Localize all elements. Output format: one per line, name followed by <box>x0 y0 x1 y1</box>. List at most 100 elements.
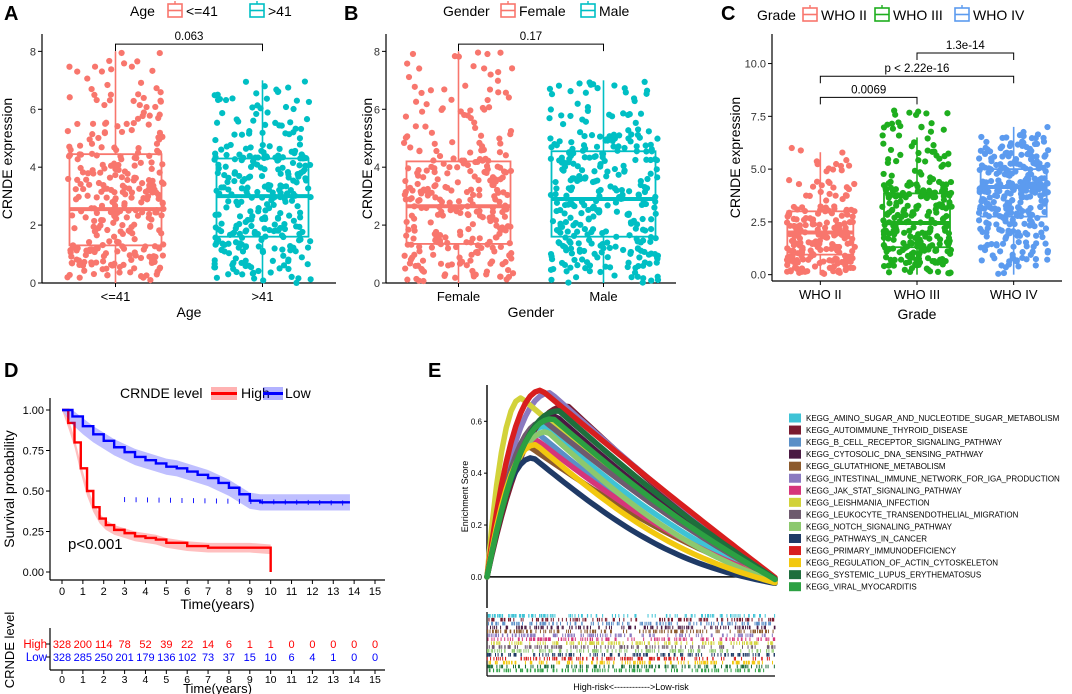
data-point <box>832 192 839 199</box>
data-point <box>926 268 934 275</box>
data-point <box>160 205 167 213</box>
data-point <box>1033 232 1040 239</box>
data-point <box>1015 239 1022 246</box>
data-point <box>146 253 153 260</box>
data-point <box>93 152 100 159</box>
data-point <box>140 246 147 253</box>
data-point <box>635 191 642 198</box>
data-point <box>911 167 919 174</box>
data-point <box>88 85 95 93</box>
data-point <box>1009 254 1016 261</box>
data-point <box>305 185 312 192</box>
data-point <box>977 203 984 210</box>
data-point <box>437 260 445 267</box>
legend-title: Gender <box>443 3 490 19</box>
data-point <box>847 239 854 247</box>
data-point <box>570 150 577 157</box>
data-point <box>1009 160 1016 167</box>
data-point <box>637 110 645 117</box>
data-point <box>1000 269 1008 277</box>
data-point <box>576 246 583 253</box>
data-point <box>242 228 249 235</box>
data-point <box>469 221 476 228</box>
data-point <box>793 216 800 223</box>
data-point <box>643 90 650 97</box>
data-point <box>1037 203 1044 211</box>
data-point <box>842 266 849 273</box>
data-point <box>553 142 560 149</box>
data-point <box>115 239 122 246</box>
data-point <box>1037 192 1044 199</box>
data-point <box>239 178 246 185</box>
data-point <box>251 275 258 282</box>
data-point <box>609 137 616 145</box>
data-point <box>548 276 555 283</box>
data-point <box>64 274 71 281</box>
data-point <box>838 212 845 219</box>
data-point <box>222 96 230 104</box>
risk-table-row-label: High <box>23 639 47 651</box>
data-point <box>555 227 562 235</box>
data-point <box>137 273 145 280</box>
enrichment-curve <box>484 441 778 586</box>
data-point <box>886 209 893 216</box>
risk-table-count: 22 <box>181 639 193 651</box>
data-point <box>578 210 585 217</box>
data-point <box>156 264 164 271</box>
data-point <box>125 227 132 234</box>
data-point <box>97 169 104 176</box>
data-point <box>221 241 228 248</box>
data-point <box>1000 195 1007 202</box>
data-point <box>157 89 164 96</box>
data-point <box>226 231 234 238</box>
data-point <box>908 143 915 150</box>
significance-bracket <box>115 43 263 52</box>
data-point <box>97 222 104 229</box>
data-point <box>845 162 853 169</box>
data-point <box>304 261 311 268</box>
data-point <box>294 203 301 210</box>
data-point <box>829 240 836 248</box>
data-point <box>897 122 904 130</box>
data-point <box>305 98 313 106</box>
data-point <box>457 231 464 239</box>
data-point <box>248 222 255 230</box>
data-point <box>484 96 491 104</box>
data-point <box>582 265 589 272</box>
data-point <box>562 234 569 241</box>
data-point <box>818 182 825 189</box>
data-point <box>588 240 595 247</box>
data-point <box>118 49 125 57</box>
data-point <box>438 198 446 205</box>
data-point <box>270 201 277 209</box>
data-point <box>509 270 517 277</box>
data-point <box>455 53 462 60</box>
data-point <box>225 174 232 181</box>
data-point <box>1032 262 1039 269</box>
data-point <box>111 189 118 196</box>
data-point <box>138 199 145 206</box>
risk-table-count: 328 <box>53 652 71 664</box>
risk-table-count: 15 <box>244 652 256 664</box>
data-point <box>83 247 90 254</box>
data-point <box>64 127 71 135</box>
data-point <box>828 245 835 252</box>
data-point <box>304 244 312 251</box>
data-point <box>990 198 997 206</box>
data-point <box>807 247 814 254</box>
survival-curve <box>62 408 350 504</box>
data-point <box>823 234 830 241</box>
data-point <box>1021 220 1028 227</box>
data-point <box>581 154 588 161</box>
data-point <box>281 225 289 233</box>
data-point <box>475 177 482 184</box>
significance-bracket <box>819 75 1015 84</box>
panel-a-age-boxplot: 0 2 4 6 8 CRNDE expression <=41 >41 Age 0.063 Age <… <box>0 1 336 320</box>
data-point <box>124 176 131 184</box>
risk-table-count: 1 <box>330 652 336 664</box>
data-point <box>420 174 427 181</box>
risk-table-count: 4 <box>309 652 315 664</box>
data-point <box>407 144 414 151</box>
data-point <box>947 246 955 254</box>
data-point <box>911 234 919 242</box>
